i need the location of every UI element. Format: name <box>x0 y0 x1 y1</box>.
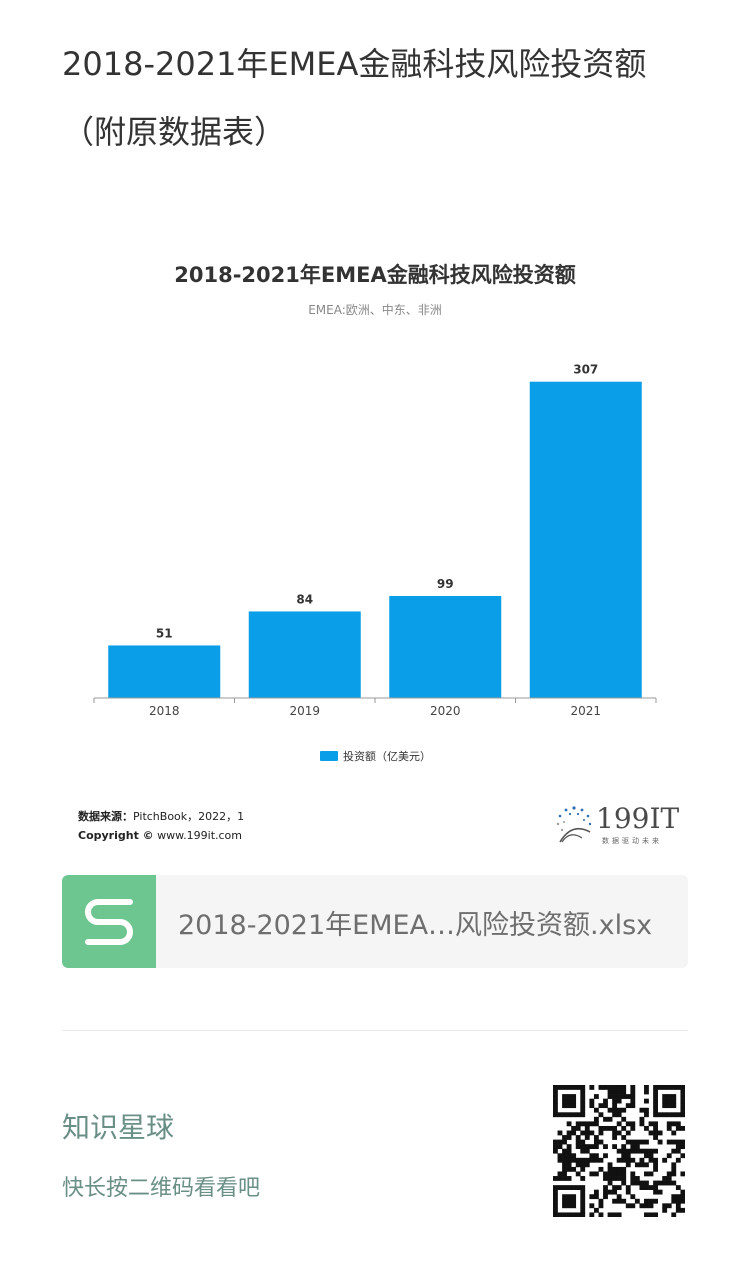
legend: 投资额（亿美元） <box>320 749 431 763</box>
legend-swatch <box>320 751 338 761</box>
x-tick-label-2018: 2018 <box>149 704 180 718</box>
data-label-2019: 84 <box>296 592 313 606</box>
data-source: 数据来源：PitchBook，2022，1 <box>78 808 244 824</box>
bar-2018 <box>108 645 221 698</box>
data-label-2018: 51 <box>156 626 173 640</box>
logo-subtext: 数据驱动未来 <box>602 837 662 845</box>
copyright-text: www.199it.com <box>153 829 242 842</box>
qr-title: 知识星球 <box>62 1111 175 1144</box>
divider <box>62 1030 688 1031</box>
copyright-label: Copyright © <box>78 829 154 842</box>
bar-2019 <box>248 611 361 698</box>
x-tick-label-2021: 2021 <box>570 704 601 718</box>
chart-card: 2018-2021年EMEA金融科技风险投资额 EMEA:欧洲、中东、非洲 51… <box>62 240 688 860</box>
s-letter-icon <box>85 899 133 945</box>
data-label-2020: 99 <box>437 577 454 591</box>
x-tick-label-2020: 2020 <box>430 704 461 718</box>
chart-title: 2018-2021年EMEA金融科技风险投资额 <box>174 263 575 287</box>
attachment-file-card[interactable]: 2018-2021年EMEA…风险投资额.xlsx <box>62 875 688 968</box>
copyright: Copyright © www.199it.com <box>78 829 242 842</box>
legend-label: 投资额（亿美元） <box>343 749 431 763</box>
dandelion-logo-icon <box>556 806 592 843</box>
attachment-file-name: 2018-2021年EMEA…风险投资额.xlsx <box>178 910 653 941</box>
x-tick-label-2019: 2019 <box>289 704 320 718</box>
logo-199it: 199IT 数据驱动未来 <box>552 800 682 848</box>
chart-subtitle: EMEA:欧洲、中东、非洲 <box>308 302 442 317</box>
data-source-label: 数据来源： <box>78 810 133 823</box>
page-title: 2018-2021年EMEA金融科技风险投资额（附原数据表） <box>62 45 647 151</box>
x-axis-ticks: 2018 2019 2020 2021 <box>93 698 657 718</box>
qr-subtitle: 快长按二维码看看吧 <box>62 1176 261 1201</box>
data-label-2021: 307 <box>573 363 598 377</box>
spreadsheet-s-icon <box>62 875 156 968</box>
bar-2021 <box>529 381 642 698</box>
logo-text: 199IT <box>596 802 680 835</box>
bar-chart: 2018-2021年EMEA金融科技风险投资额 EMEA:欧洲、中东、非洲 51… <box>93 263 657 763</box>
data-source-text: PitchBook，2022，1 <box>133 810 245 823</box>
bars-layer: 51 84 99 307 <box>108 363 642 698</box>
qr-code-icon[interactable] <box>553 1085 685 1217</box>
bar-2020 <box>389 596 502 698</box>
